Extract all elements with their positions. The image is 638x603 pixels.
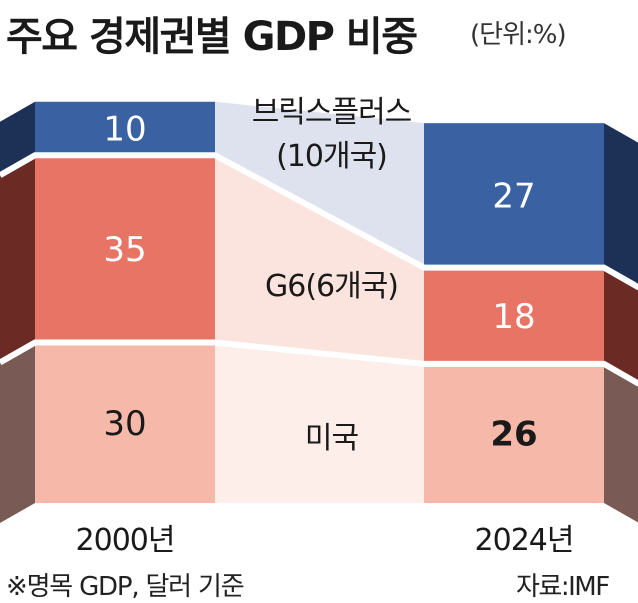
connector-band-0 [215, 101, 424, 268]
bar-segment-2000년-1 [35, 155, 215, 343]
group-label-us: 미국 [305, 421, 359, 456]
group-label-g6: G6(6개국) [265, 269, 398, 304]
footnote: ※명목 GDP, 달러 기준 [6, 572, 245, 602]
bar-segment-2024년-1 [424, 267, 604, 364]
category-label-1: 2024년 [475, 523, 574, 558]
source-label: 자료:IMF [516, 572, 610, 602]
value-label-2000년-1: 35 [103, 230, 146, 270]
bar-segment-2000년-2 [35, 342, 215, 503]
chart-title: 주요 경제권별 GDP 비중 [6, 14, 418, 60]
connector-band-2 [215, 342, 424, 503]
group-label-brics-line1: 브릭스플러스 [252, 95, 412, 130]
left-side-face-1 [0, 155, 35, 363]
right-side-face-0 [604, 123, 638, 288]
value-label-2024년-2: 26 [490, 414, 537, 454]
value-label-2024년-0: 27 [492, 176, 535, 216]
right-side-face-1 [604, 267, 638, 384]
left-side-face-2 [0, 342, 35, 523]
value-label-2000년-2: 30 [103, 404, 146, 444]
value-label-2024년-1: 18 [492, 297, 535, 337]
bar-segment-2024년-2 [424, 363, 604, 503]
separator-line-1 [0, 152, 638, 291]
bar-segment-2000년-0 [35, 101, 215, 156]
group-label-brics-line2: (10개국) [276, 139, 387, 174]
unit-label: (단위:%) [470, 20, 567, 50]
right-side-face-2 [604, 363, 638, 523]
bar-segment-2024년-0 [424, 123, 604, 268]
value-label-2000년-0: 10 [103, 110, 146, 150]
category-label-0: 2000년 [76, 523, 175, 558]
separator-line-2 [0, 339, 638, 387]
connector-band-1 [215, 155, 424, 364]
